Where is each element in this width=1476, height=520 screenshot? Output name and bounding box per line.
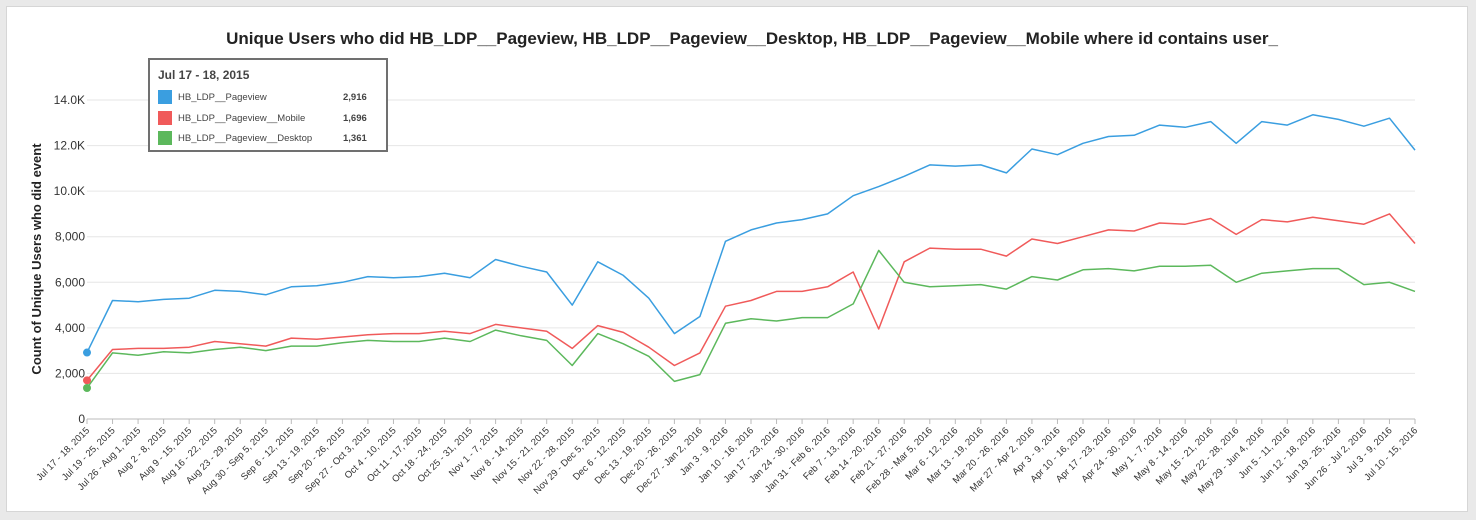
hover-points (83, 348, 91, 392)
legend-swatch (158, 131, 172, 145)
y-tick-label: 10.0K (54, 184, 85, 198)
data-point[interactable] (83, 383, 91, 392)
chart-title: Unique Users who did HB_LDP__Pageview, H… (226, 29, 1278, 48)
y-axis-ticks: 0 2,000 4,000 6,000 8,000 10.0K 12.0K 14.0K (54, 93, 86, 426)
y-axis-label: Count of Unique Users who did event (29, 143, 44, 375)
data-point[interactable] (83, 348, 91, 357)
tooltip-title: Jul 17 - 18, 2015 (158, 68, 250, 82)
tooltip: Jul 17 - 18, 2015 HB_LDP__Pageview 2,916… (148, 58, 388, 152)
y-tick-label: 2,000 (55, 366, 85, 380)
tooltip-series-value: 1,361 (343, 133, 367, 144)
tooltip-series-name: HB_LDP__Pageview (178, 92, 267, 103)
legend-swatch (158, 90, 172, 104)
tooltip-series-value: 2,916 (343, 92, 367, 103)
tooltip-series-name: HB_LDP__Pageview__Desktop (178, 133, 313, 144)
series-line (86, 213, 1416, 381)
y-tick-label: 6,000 (55, 275, 85, 289)
tooltip-series-value: 1,696 (343, 113, 367, 124)
y-tick-label: 12.0K (54, 139, 85, 153)
series-lines (86, 114, 1416, 389)
y-tick-label: 8,000 (55, 230, 85, 244)
tooltip-row: HB_LDP__Pageview__Mobile 1,696 (158, 111, 380, 127)
y-tick-label: 0 (78, 412, 85, 426)
tooltip-row: HB_LDP__Pageview__Desktop 1,361 (158, 131, 380, 147)
y-tick-label: 14.0K (54, 93, 85, 107)
legend-swatch (158, 111, 172, 125)
y-tick-label: 4,000 (55, 321, 85, 335)
tooltip-series-name: HB_LDP__Pageview__Mobile (178, 113, 306, 124)
series-line (86, 114, 1416, 353)
tooltip-row: HB_LDP__Pageview 2,916 (158, 90, 380, 106)
data-point[interactable] (83, 376, 91, 385)
series-line (86, 249, 1416, 389)
